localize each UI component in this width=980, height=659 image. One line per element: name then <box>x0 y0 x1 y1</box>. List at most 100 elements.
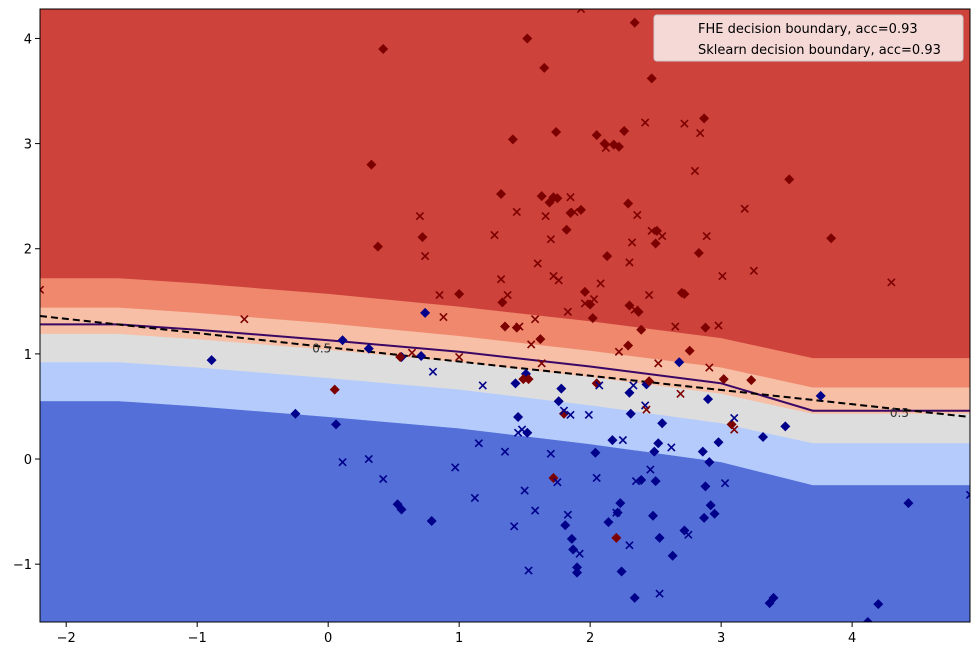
fhe-boundary-line <box>40 323 970 412</box>
point-x-class-0 <box>629 381 638 390</box>
point-x-class-0 <box>655 589 664 598</box>
point-diamond-class-0 <box>903 498 914 509</box>
point-x-class-0 <box>517 425 527 434</box>
point-diamond-class-0 <box>420 307 431 318</box>
point-diamond-class-0 <box>703 394 714 405</box>
point-diamond-class-0 <box>648 510 659 521</box>
point-x-class-0 <box>625 541 634 550</box>
point-x-class-1 <box>580 299 590 308</box>
point-x-class-0 <box>524 566 533 575</box>
point-diamond-class-1 <box>587 313 598 324</box>
point-diamond-class-1 <box>623 198 634 209</box>
legend-entry-fhe: FHE decision boundary, acc=0.93 <box>698 22 918 37</box>
point-diamond-class-0 <box>667 550 678 561</box>
point-diamond-class-0 <box>603 517 614 528</box>
point-x-class-1 <box>696 128 705 138</box>
point-diamond-class-1 <box>507 134 518 145</box>
point-diamond-class-1 <box>611 532 622 543</box>
point-x-class-1 <box>454 352 464 362</box>
point-x-class-1 <box>642 405 651 414</box>
point-x-class-1 <box>614 347 624 356</box>
point-x-class-1 <box>589 295 599 304</box>
point-x-class-0 <box>478 381 487 390</box>
y-tick-label: 4 <box>24 32 32 47</box>
point-x-class-0 <box>965 490 970 499</box>
legend: FHE decision boundary, acc=0.93 Sklearn … <box>653 14 964 62</box>
point-diamond-class-1 <box>826 233 837 244</box>
point-diamond-class-1 <box>629 17 640 28</box>
x-tick-label: −2 <box>57 631 76 646</box>
point-diamond-class-1 <box>366 159 377 170</box>
point-diamond-class-0 <box>396 504 407 515</box>
point-diamond-class-1 <box>623 340 634 351</box>
point-x-class-1 <box>714 321 723 330</box>
point-diamond-class-0 <box>699 512 710 523</box>
point-x-class-0 <box>730 413 739 423</box>
point-x-class-0 <box>428 367 438 376</box>
x-tick-label: 3 <box>717 631 725 646</box>
point-diamond-class-1 <box>579 286 590 297</box>
point-diamond-class-1 <box>454 288 465 299</box>
point-x-class-0 <box>510 522 519 531</box>
x-axis: −2 −1 0 1 2 3 4 <box>57 622 856 646</box>
point-x-class-1 <box>537 359 546 368</box>
point-x-class-0 <box>563 510 573 519</box>
point-diamond-class-0 <box>713 437 724 448</box>
point-diamond-class-1 <box>511 322 522 333</box>
point-x-class-1 <box>644 290 654 300</box>
point-diamond-class-1 <box>644 376 655 387</box>
point-x-class-0 <box>500 447 510 456</box>
point-diamond-class-1 <box>784 174 795 185</box>
point-x-class-0 <box>474 439 483 448</box>
point-diamond-class-0 <box>674 357 685 368</box>
contour-label-2: 0.5 <box>890 406 909 420</box>
point-diamond-class-0 <box>416 350 427 361</box>
plot-area: 0.5 0.5 <box>40 9 970 622</box>
point-x-class-0 <box>566 410 575 420</box>
point-x-class-1 <box>435 290 444 300</box>
point-diamond-class-1 <box>558 408 569 419</box>
point-x-class-0 <box>595 381 604 390</box>
point-diamond-class-1 <box>552 193 563 204</box>
point-diamond-class-1 <box>523 374 534 385</box>
point-x-class-0 <box>379 474 388 484</box>
point-diamond-class-0 <box>700 481 711 492</box>
point-x-class-1 <box>530 315 540 324</box>
point-diamond-class-0 <box>522 427 533 438</box>
point-diamond-class-1 <box>575 204 586 215</box>
point-diamond-class-0 <box>426 516 437 527</box>
point-diamond-class-0 <box>553 396 564 407</box>
point-diamond-class-0 <box>709 508 720 519</box>
point-diamond-class-1 <box>636 324 647 335</box>
point-diamond-class-0 <box>612 507 623 518</box>
point-x-class-0 <box>530 506 540 515</box>
point-diamond-class-1 <box>650 238 661 249</box>
point-diamond-class-1 <box>417 232 428 243</box>
point-diamond-class-0 <box>815 390 826 401</box>
point-diamond-class-0 <box>705 500 716 511</box>
point-x-class-0 <box>575 549 584 558</box>
point-diamond-class-1 <box>535 334 546 345</box>
point-x-class-1 <box>563 307 573 316</box>
plot-frame <box>39 8 971 623</box>
point-x-class-0 <box>451 463 460 472</box>
point-diamond-class-1 <box>646 73 657 84</box>
point-x-class-0 <box>364 454 373 464</box>
point-x-class-1 <box>439 312 448 322</box>
point-x-class-0 <box>338 458 347 467</box>
legend-entry-sklearn: Sklearn decision boundary, acc=0.93 <box>698 43 941 58</box>
y-tick-label: 1 <box>24 348 32 363</box>
point-x-class-0 <box>470 493 480 503</box>
point-diamond-class-1 <box>378 43 389 54</box>
point-diamond-class-1 <box>522 33 533 44</box>
point-x-class-1 <box>671 322 680 331</box>
point-x-class-0 <box>584 410 593 420</box>
point-x-class-1 <box>546 235 556 244</box>
point-x-class-1 <box>515 322 524 331</box>
point-diamond-class-0 <box>657 418 668 429</box>
point-x-class-0 <box>546 449 556 458</box>
point-x-class-1 <box>658 231 667 241</box>
point-diamond-class-1 <box>693 247 704 258</box>
point-diamond-class-0 <box>650 476 661 487</box>
point-x-class-1 <box>407 348 417 357</box>
